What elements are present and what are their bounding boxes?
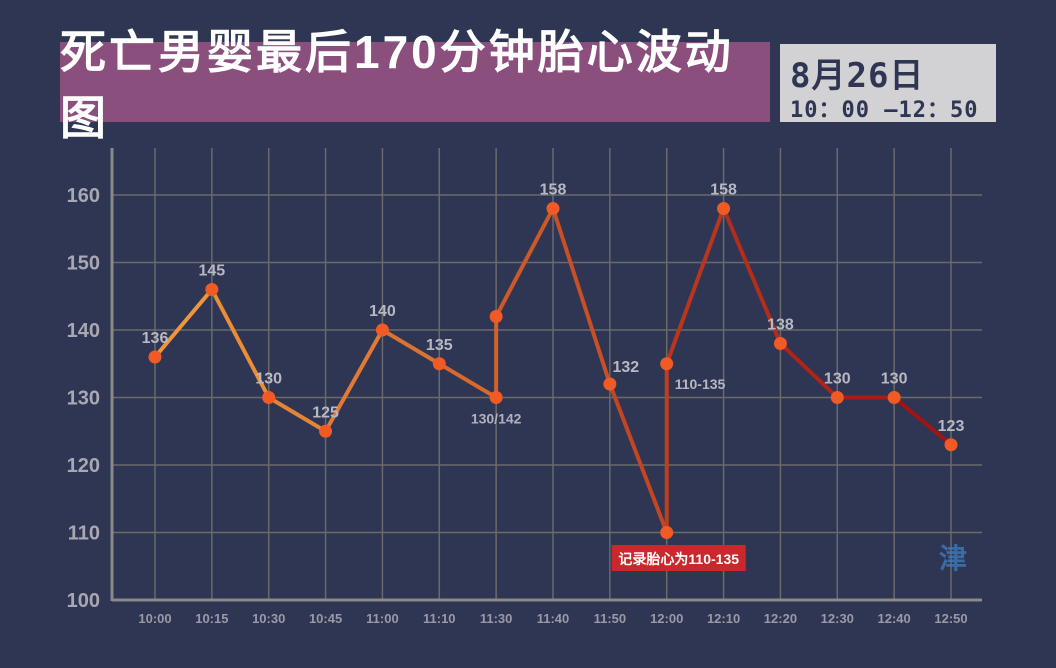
y-tick-label: 110 [68, 523, 100, 545]
annotation-box [611, 545, 746, 571]
data-label: 158 [540, 182, 567, 199]
y-tick-label: 120 [67, 455, 100, 477]
data-point [660, 357, 674, 371]
data-label: 136 [142, 330, 169, 347]
line-segment [323, 328, 385, 434]
x-tick-label: 10:30 [252, 611, 285, 626]
y-tick-label: 130 [67, 388, 100, 410]
line-segment [664, 206, 726, 366]
data-point [319, 424, 333, 438]
x-tick-label: 11:50 [594, 611, 627, 626]
y-tick-label: 100 [67, 590, 100, 612]
data-point [546, 202, 560, 215]
x-tick-label: 11:30 [480, 611, 513, 626]
line-segment [209, 287, 271, 400]
data-point [432, 357, 446, 371]
y-tick-label: 160 [67, 185, 100, 207]
data-point [773, 337, 787, 350]
line-segment [607, 382, 669, 535]
y-tick-label: 150 [67, 253, 100, 275]
data-label: 123 [938, 418, 965, 435]
x-tick-label: 12:00 [650, 611, 683, 626]
x-tick-label: 12:20 [764, 611, 797, 626]
data-label: 125 [312, 404, 339, 421]
x-tick-label: 11:40 [537, 611, 570, 626]
line-segment [551, 206, 612, 386]
data-label: 110-135 [675, 376, 726, 392]
x-tick-label: 12:10 [707, 611, 740, 626]
x-tick-label: 11:00 [366, 611, 399, 626]
x-tick-label: 11:10 [423, 611, 456, 626]
line-segment [380, 328, 442, 366]
data-label: 130 [881, 371, 908, 388]
annotation-text: 记录胎心为110-135 [618, 551, 739, 567]
line-segment [153, 287, 214, 359]
x-tick-label: 12:30 [821, 611, 854, 626]
data-point [830, 391, 844, 404]
line-segment [778, 341, 840, 400]
data-point [887, 391, 901, 404]
data-label: 135 [426, 337, 453, 354]
x-tick-label: 12:50 [934, 611, 967, 626]
data-label: 138 [767, 317, 794, 334]
data-point [375, 323, 389, 337]
data-label: 130 [824, 371, 851, 388]
data-label: 158 [710, 182, 737, 199]
y-tick-label: 140 [67, 320, 100, 342]
data-label: 130/142 [471, 411, 522, 427]
x-tick-label: 10:00 [138, 611, 171, 626]
line-segment [494, 206, 555, 319]
data-point [148, 350, 162, 364]
data-label: 130 [255, 371, 282, 388]
data-point [717, 202, 731, 215]
data-label: 140 [369, 303, 396, 320]
line-segment [892, 395, 953, 447]
date-label: 8月26日 [790, 56, 925, 96]
data-point [660, 526, 674, 539]
line-segment [721, 206, 783, 346]
data-point [603, 377, 617, 391]
data-point [489, 391, 503, 404]
data-label: 132 [613, 359, 640, 376]
data-point [489, 310, 503, 323]
time-range-label: 10：00 —12：50 [790, 98, 979, 123]
x-tick-label: 10:45 [309, 611, 342, 626]
data-label: 145 [199, 263, 226, 280]
data-point [205, 283, 219, 296]
line-segment [437, 361, 499, 400]
data-point [944, 438, 958, 452]
x-tick-label: 10:15 [195, 611, 228, 626]
watermark-logo: 津 [939, 543, 967, 574]
x-tick-label: 12:40 [878, 611, 911, 626]
date-box: 8月26日 10：00 —12：50 [780, 44, 996, 123]
data-point [262, 391, 276, 404]
line-segment [266, 395, 328, 434]
